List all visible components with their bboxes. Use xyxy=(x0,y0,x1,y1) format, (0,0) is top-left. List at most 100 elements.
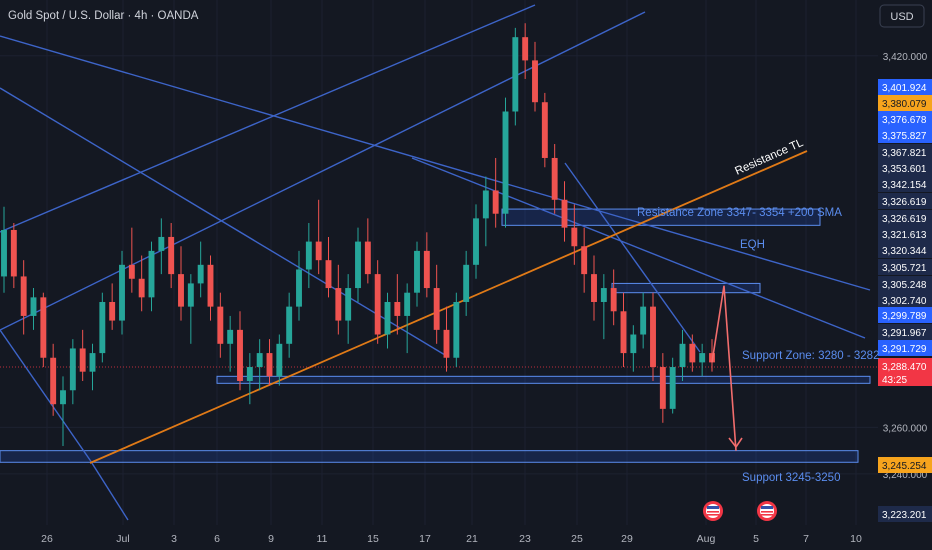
candle-body xyxy=(197,264,204,284)
candle-body xyxy=(345,288,352,321)
time-axis[interactable] xyxy=(0,525,878,550)
projection-path xyxy=(711,285,737,451)
zone-resistance-zone xyxy=(501,208,821,226)
candle-body xyxy=(423,250,430,289)
price-tag-label: 3,367.821 xyxy=(882,148,927,159)
support-label: Support 3245-3250 xyxy=(742,472,840,484)
x-tick-label: Aug xyxy=(697,533,716,545)
candle-body xyxy=(99,301,106,354)
price-tag-label: 3,320.344 xyxy=(882,246,927,257)
candle-body xyxy=(40,297,47,358)
x-tick-label: 10 xyxy=(850,533,862,545)
candle-body xyxy=(217,306,224,344)
x-tick-label: 29 xyxy=(621,533,633,545)
candle-body xyxy=(679,343,686,368)
candle-body xyxy=(178,274,184,307)
price-tag-label: 3,299.789 xyxy=(882,311,927,322)
candle-body xyxy=(266,353,273,377)
candle-body xyxy=(404,292,411,316)
x-tick-label: 17 xyxy=(419,533,431,545)
price-tag-label: 3,291.729 xyxy=(882,344,927,355)
candle-body xyxy=(335,288,342,321)
countdown-label: 43:25 xyxy=(882,375,907,386)
x-tick-label: 6 xyxy=(214,533,220,545)
price-tag-label: 3,245.254 xyxy=(882,461,927,472)
candle-body xyxy=(296,269,302,307)
trend-line xyxy=(0,35,871,291)
candle-body xyxy=(453,301,460,358)
y-tick-label: 3,260.000 xyxy=(883,423,928,434)
candle-body xyxy=(551,157,558,200)
price-tag xyxy=(878,242,932,258)
candle-body xyxy=(256,353,263,368)
x-tick-label: 15 xyxy=(367,533,379,545)
x-tick-label: 7 xyxy=(803,533,809,545)
price-tag xyxy=(878,324,932,340)
chart-background xyxy=(0,0,878,525)
x-tick-label: 25 xyxy=(571,533,583,545)
trend-line xyxy=(564,162,701,353)
price-tag xyxy=(878,210,932,226)
price-tag xyxy=(878,193,932,209)
candle-body xyxy=(650,306,656,368)
price-tag-label: 3,401.924 xyxy=(882,83,927,94)
candle-body xyxy=(109,301,116,321)
candle-body xyxy=(207,264,214,307)
candle-body xyxy=(119,264,125,321)
candle-body xyxy=(315,241,322,261)
price-tag-label: 3,305.721 xyxy=(882,263,927,274)
candle-body xyxy=(630,334,637,354)
price-tag-label: 3,223.201 xyxy=(882,510,927,521)
candle-body xyxy=(69,348,76,391)
x-tick-label: Jul xyxy=(116,533,129,545)
candle-body xyxy=(89,353,96,372)
candle-body xyxy=(50,357,57,405)
candle-body xyxy=(138,278,145,298)
x-tick-label: 9 xyxy=(268,533,274,545)
currency-label: USD xyxy=(890,11,913,23)
candle-body xyxy=(1,229,7,277)
candle-body xyxy=(581,246,588,275)
x-tick-label: 11 xyxy=(317,533,328,545)
price-tag xyxy=(878,144,932,160)
candle-body xyxy=(640,306,647,335)
y-axis-labels: 3,420.000 3,260.000 3,240.000 3,401.924 3,38… xyxy=(878,52,932,522)
zones xyxy=(0,208,871,463)
candle-body xyxy=(522,37,529,61)
candle-body xyxy=(246,367,253,381)
trend-line xyxy=(411,157,866,339)
price-tag xyxy=(878,506,932,522)
currency-button[interactable] xyxy=(879,4,925,28)
support-zone-label: Support Zone: 3280 - 3282 xyxy=(742,350,879,362)
price-tag-label: 3,302.740 xyxy=(882,296,927,307)
price-tag xyxy=(878,176,932,192)
price-tag-label: 3,321.613 xyxy=(882,230,927,241)
candle-body xyxy=(237,329,243,381)
price-tag-label: 3,291.967 xyxy=(882,328,927,339)
trend-line xyxy=(0,87,446,356)
candle-body xyxy=(699,353,706,363)
candle-body xyxy=(227,329,234,344)
candle-body xyxy=(384,301,391,335)
zone-support xyxy=(0,450,859,463)
price-tag xyxy=(878,127,932,143)
candle-body xyxy=(571,227,578,247)
price-tag-label: 3,376.678 xyxy=(882,115,927,126)
candle-body xyxy=(463,264,470,302)
candle-body xyxy=(148,250,155,298)
chart-title: Gold Spot / U.S. Dollar · 4h · OANDA xyxy=(8,10,199,22)
price-tag xyxy=(878,259,932,275)
candle-body xyxy=(659,367,666,409)
candle-body xyxy=(374,274,381,335)
candle-body xyxy=(20,276,27,316)
candle-body xyxy=(276,343,283,377)
us-flag-icon[interactable] xyxy=(757,501,777,521)
candles xyxy=(1,23,715,447)
candle-body xyxy=(305,241,312,270)
us-flag-icon[interactable] xyxy=(703,501,723,521)
candle-body xyxy=(610,288,617,312)
candle-body xyxy=(128,264,135,279)
price-tag xyxy=(878,340,932,356)
candle-body xyxy=(60,390,66,405)
